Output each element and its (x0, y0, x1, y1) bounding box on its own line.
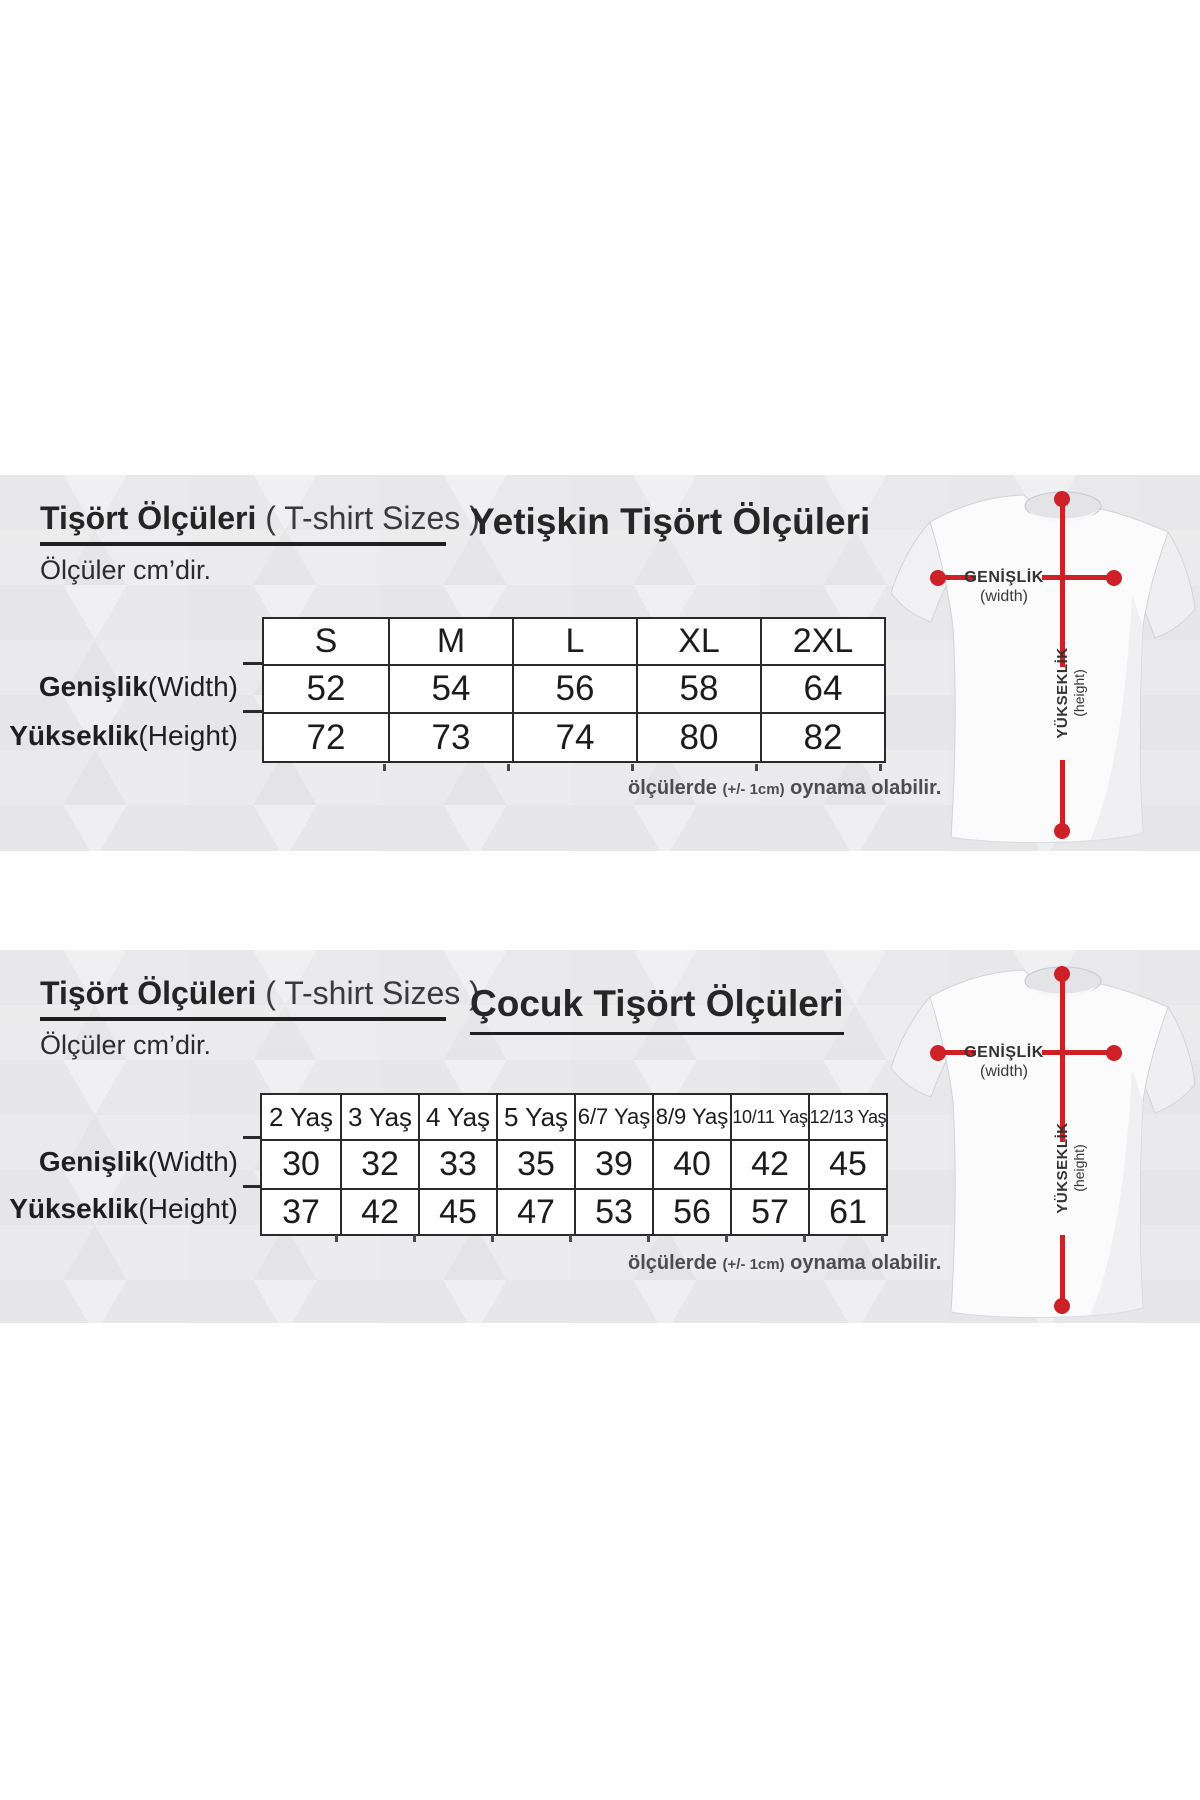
row-tick (243, 1185, 263, 1188)
chart-header: Tişört Ölçüleri ( T-shirt Sizes ) Ölçüle… (40, 499, 480, 586)
table-bottom-ticks (262, 764, 884, 771)
tolerance-note: ölçülerde (+/- 1cm) oynama olabilir. (628, 777, 942, 799)
width-value: 42 (730, 1139, 808, 1188)
height-measure-line (1060, 760, 1065, 831)
row-label-width: Genişlik (Width) (38, 671, 238, 702)
chart-title-main: Tişört Ölçüleri (40, 975, 257, 1011)
height-value: 74 (512, 712, 636, 761)
column-header: S (264, 619, 388, 664)
width-value: 52 (264, 664, 388, 712)
title-underline (40, 542, 446, 546)
width-value: 33 (418, 1139, 496, 1188)
width-measure-line (1042, 1050, 1114, 1055)
height-measure-label: YÜKSEKLİK (height) (1053, 647, 1087, 739)
child-size-table: 2 Yaş 3 Yaş 4 Yaş 5 Yaş 6/7 Yaş 8/9 Yaş … (260, 1093, 888, 1236)
height-value: 80 (636, 712, 760, 761)
tshirt-measurement-diagram: GENİŞLİK (width) YÜKSEKLİK (height) (870, 475, 1200, 851)
column-header: 2XL (760, 619, 884, 664)
width-measure-line (944, 1050, 976, 1055)
height-value: 57 (730, 1188, 808, 1234)
height-value: 53 (574, 1188, 652, 1234)
height-measure-line (1060, 974, 1065, 1142)
height-value: 72 (264, 712, 388, 761)
row-label-width: Genişlik (Width) (38, 1145, 238, 1177)
unit-note: Ölçüler cm’dir. (40, 1030, 212, 1060)
column-header: XL (636, 619, 760, 664)
row-label-height: Yükseklik (Height) (9, 719, 238, 751)
width-value: 64 (760, 664, 884, 712)
measure-dot (1054, 823, 1070, 839)
chart-title-translation: ( T-shirt Sizes ) (265, 500, 480, 536)
adult-size-table: S M L XL 2XL 52 54 56 58 64 72 73 74 80 … (262, 617, 886, 763)
width-value: 30 (262, 1139, 340, 1188)
measure-dot (930, 570, 946, 586)
title-underline (40, 1017, 446, 1021)
width-value: 56 (512, 664, 636, 712)
unit-note: Ölçüler cm’dir. (40, 555, 212, 585)
height-value: 56 (652, 1188, 730, 1234)
measure-dot (1106, 1045, 1122, 1061)
height-measure-line (1060, 499, 1065, 667)
column-header: 6/7 Yaş (574, 1095, 652, 1139)
height-value: 61 (808, 1188, 886, 1234)
tolerance-note: ölçülerde (+/- 1cm) oynama olabilir. (628, 1252, 942, 1274)
height-value: 45 (418, 1188, 496, 1234)
measure-dot (1054, 966, 1070, 982)
width-measure-sublabel: (width) (979, 588, 1028, 605)
section-title-adult: Yetişkin Tişört Ölçüleri (470, 501, 871, 542)
child-size-panel: Tişört Ölçüleri ( T-shirt Sizes ) Ölçüle… (0, 950, 1200, 1323)
section-title-child: Çocuk Tişört Ölçüleri (470, 983, 844, 1035)
column-header: 3 Yaş (340, 1095, 418, 1139)
width-measure-line (1042, 575, 1114, 580)
height-measure-label: YÜKSEKLİK (height) (1053, 1122, 1087, 1214)
column-header: M (388, 619, 512, 664)
row-tick (243, 710, 263, 713)
table-bottom-ticks (260, 1235, 886, 1242)
column-header: 10/11 Yaş (730, 1095, 808, 1139)
width-measure-label: GENİŞLİK (964, 1044, 1044, 1061)
height-value: 73 (388, 712, 512, 761)
row-label-height: Yükseklik (Height) (9, 1193, 238, 1224)
width-value: 32 (340, 1139, 418, 1188)
row-tick (243, 1136, 263, 1139)
width-measure-line (944, 575, 976, 580)
measure-dot (1054, 491, 1070, 507)
measure-dot (1106, 570, 1122, 586)
chart-title: Tişört Ölçüleri ( T-shirt Sizes ) (40, 499, 480, 537)
width-value: 35 (496, 1139, 574, 1188)
height-value: 37 (262, 1188, 340, 1234)
width-value: 45 (808, 1139, 886, 1188)
width-measure-label: GENİŞLİK (964, 569, 1044, 586)
adult-size-panel: Tişört Ölçüleri ( T-shirt Sizes ) Ölçüle… (0, 475, 1200, 851)
height-value: 47 (496, 1188, 574, 1234)
column-header: L (512, 619, 636, 664)
width-value: 40 (652, 1139, 730, 1188)
row-tick (243, 662, 263, 665)
chart-header: Tişört Ölçüleri ( T-shirt Sizes ) Ölçüle… (40, 974, 480, 1061)
tshirt-measurement-diagram: GENİŞLİK (width) YÜKSEKLİK (height) (870, 950, 1200, 1326)
chart-title-translation: ( T-shirt Sizes ) (265, 975, 480, 1011)
column-header: 4 Yaş (418, 1095, 496, 1139)
measure-dot (1054, 1298, 1070, 1314)
width-value: 39 (574, 1139, 652, 1188)
width-value: 54 (388, 664, 512, 712)
chart-title: Tişört Ölçüleri ( T-shirt Sizes ) (40, 974, 480, 1012)
chart-title-main: Tişört Ölçüleri (40, 500, 257, 536)
height-value: 42 (340, 1188, 418, 1234)
column-header: 8/9 Yaş (652, 1095, 730, 1139)
height-value: 82 (760, 712, 884, 761)
tshirt-illustration (890, 491, 1196, 844)
column-header: 2 Yaş (262, 1095, 340, 1139)
column-header: 5 Yaş (496, 1095, 574, 1139)
height-measure-line (1060, 1235, 1065, 1306)
width-measure-sublabel: (width) (979, 1063, 1028, 1080)
width-value: 58 (636, 664, 760, 712)
measure-dot (930, 1045, 946, 1061)
column-header: 12/13 Yaş (808, 1095, 887, 1139)
tshirt-illustration (890, 966, 1196, 1319)
